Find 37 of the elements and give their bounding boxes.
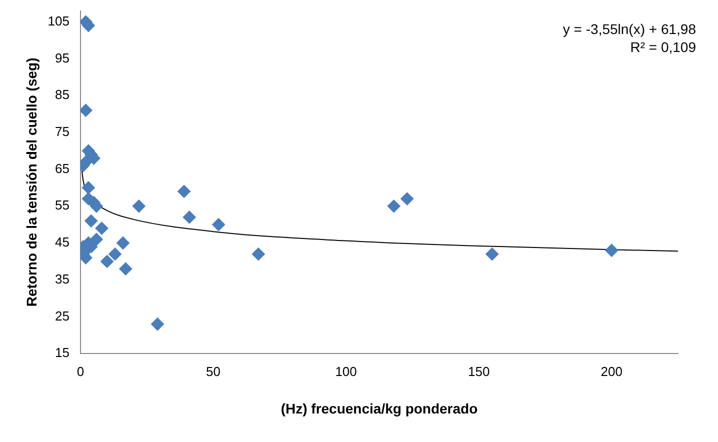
point (252, 248, 265, 261)
y-tick-label: 35 (55, 271, 70, 286)
point (212, 218, 226, 232)
point (132, 200, 146, 213)
point (84, 214, 98, 228)
point (108, 248, 122, 261)
y-tick-label: 15 (55, 345, 70, 360)
point (387, 200, 400, 213)
point (400, 192, 414, 206)
point (82, 181, 95, 194)
y-tick-label: 105 (48, 13, 70, 28)
point (605, 244, 618, 257)
point (182, 210, 196, 224)
point (151, 318, 164, 331)
point (95, 222, 108, 235)
y-tick-label: 65 (55, 160, 70, 176)
x-tick-label: 100 (335, 364, 357, 379)
y-axis-title: Retorno de la tensión del cuello (seg) (23, 58, 40, 307)
y-tick-label: 75 (55, 124, 70, 140)
y-tick-label: 55 (55, 198, 70, 213)
x-axis-title: (Hz) frecuencia/kg ponderado (280, 400, 478, 416)
point (116, 236, 130, 250)
y-tick-label: 45 (55, 234, 70, 250)
annotation: y = -3,55ln(x) + 61,98 (562, 20, 696, 38)
point (178, 184, 191, 198)
y-tick-label: 25 (55, 308, 70, 324)
point (80, 104, 92, 117)
x-tick-label: 150 (468, 364, 490, 379)
x-tick-label: 0 (76, 364, 84, 379)
x-tick-label: 50 (206, 364, 221, 379)
y-tick-label: 85 (55, 87, 70, 102)
point (486, 248, 499, 261)
point (100, 254, 114, 268)
annotation: R² = 0,109 (629, 38, 696, 56)
x-tick-label: 200 (600, 364, 622, 379)
point (119, 262, 132, 276)
y-tick-label: 95 (55, 50, 70, 66)
